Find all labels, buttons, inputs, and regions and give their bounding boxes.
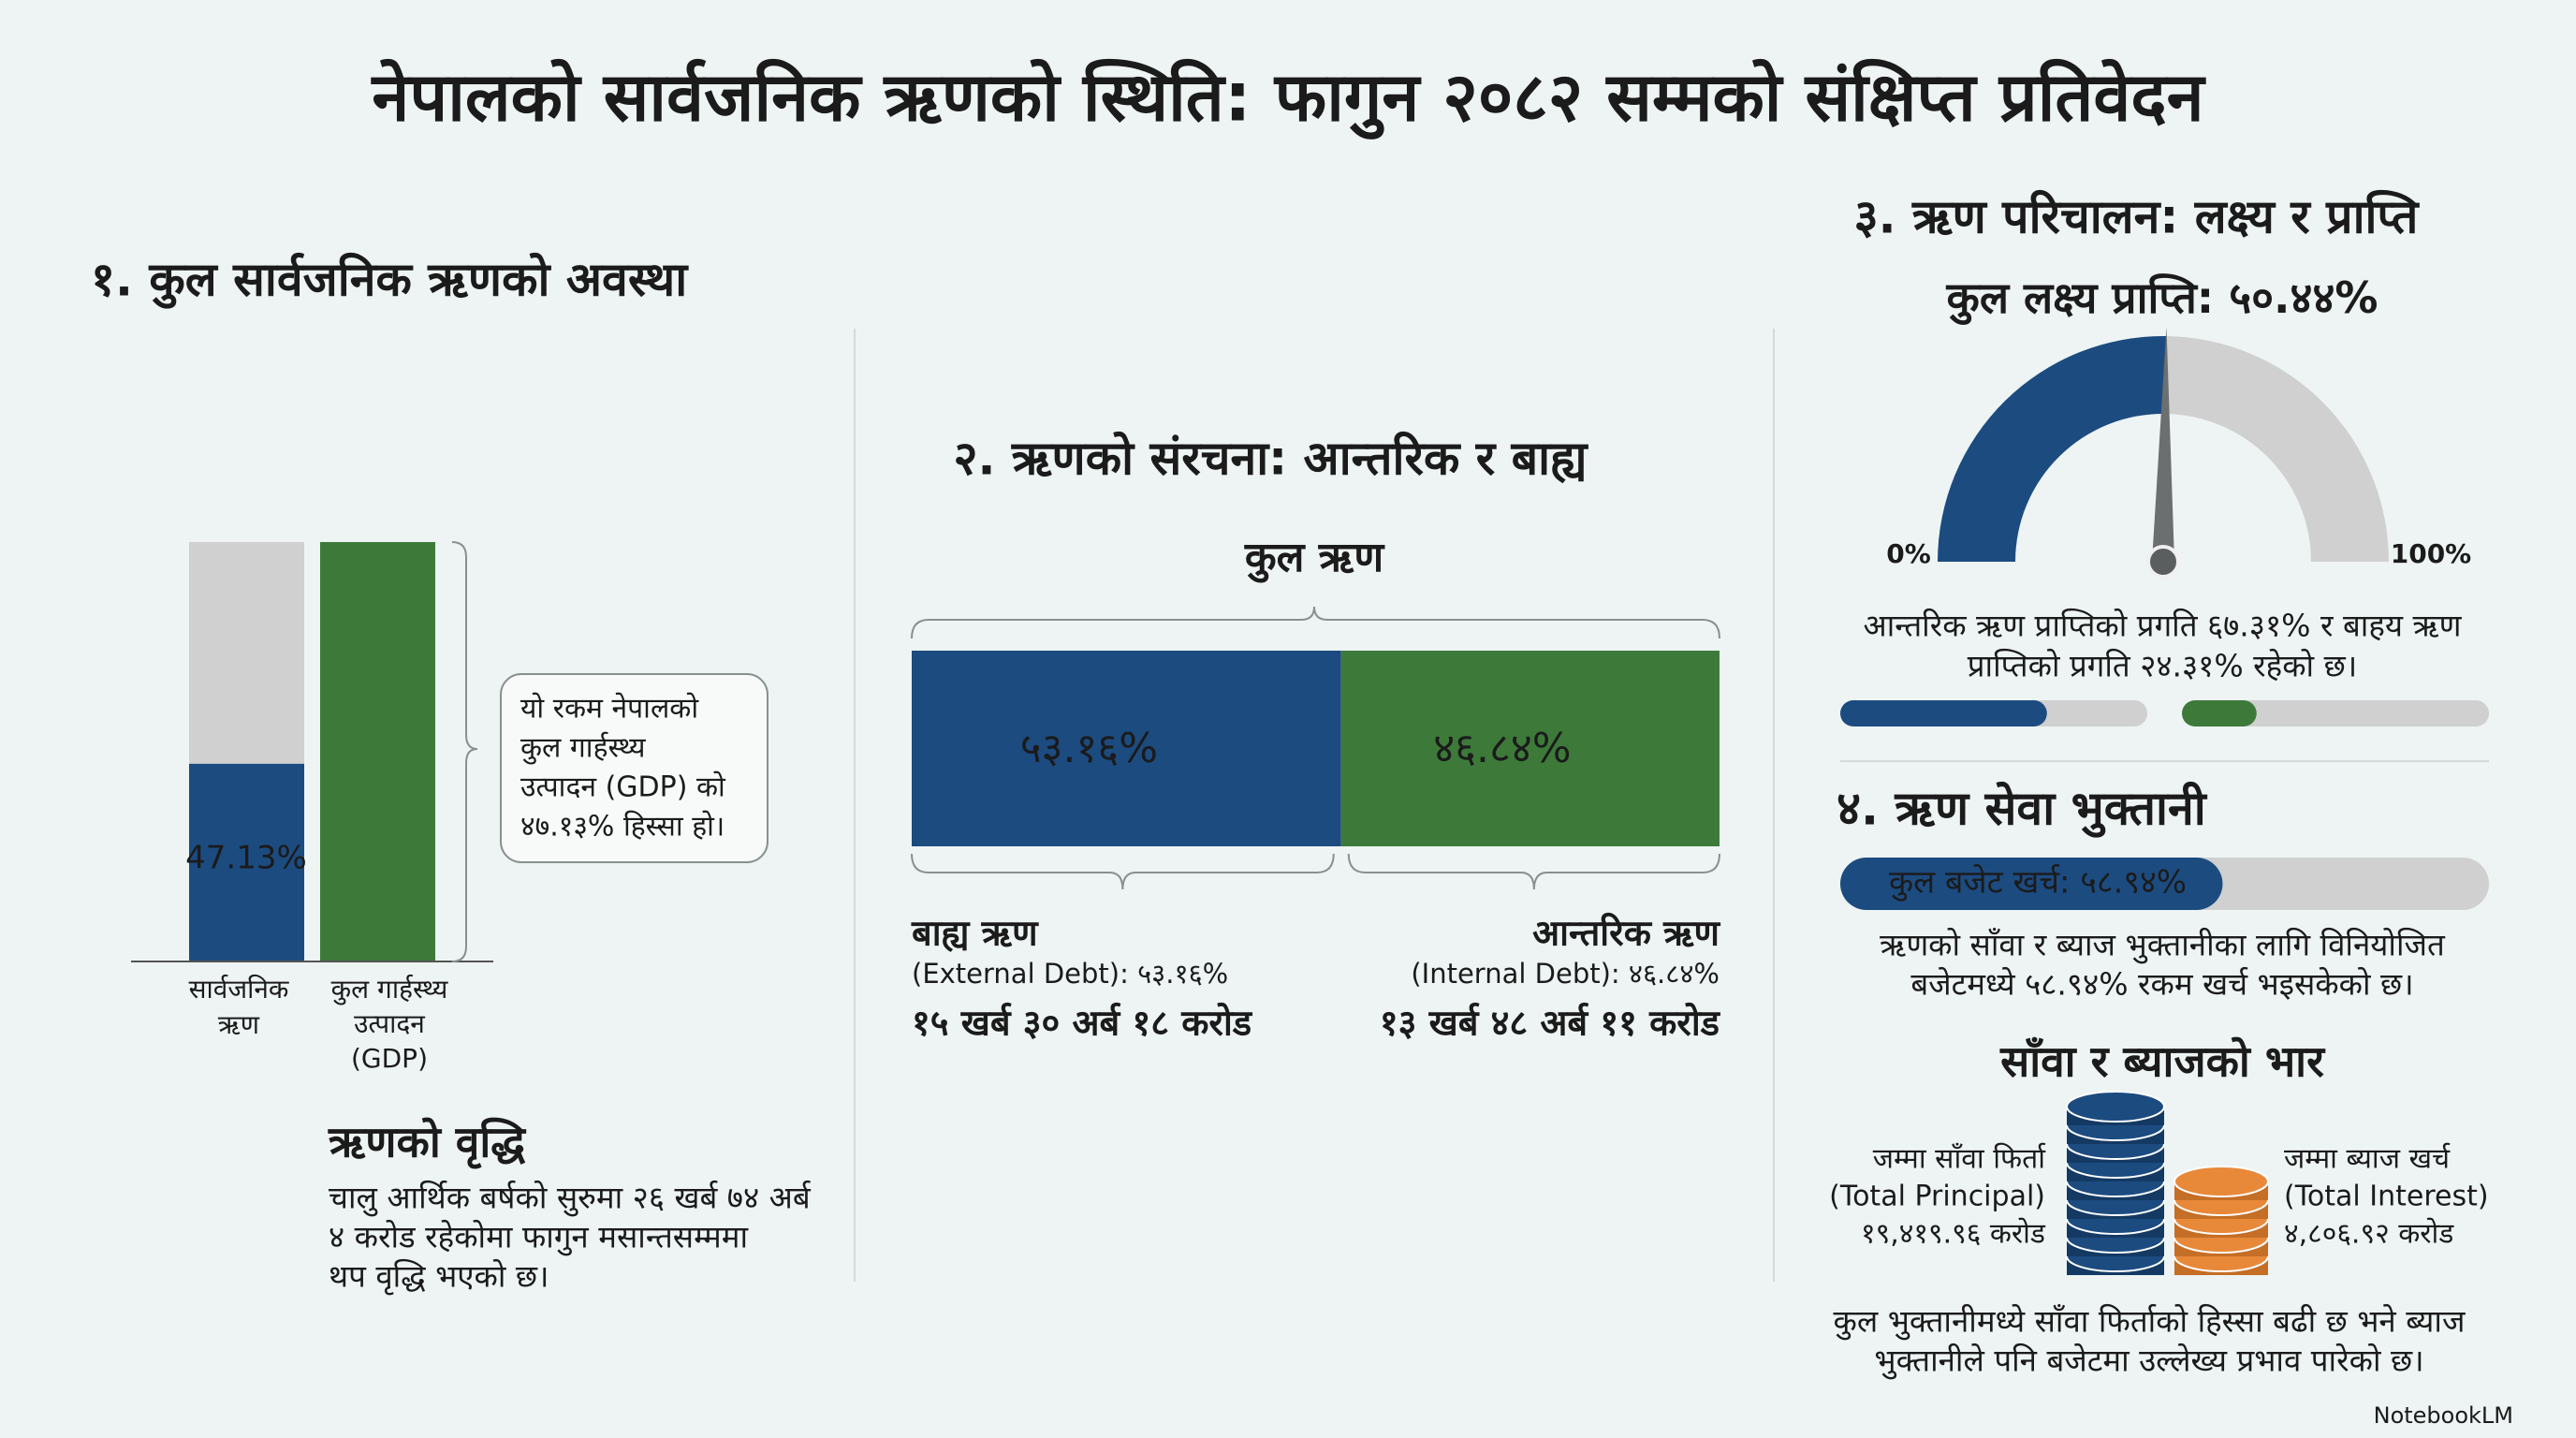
callout-box xyxy=(500,673,768,863)
gauge-value-label: ५०.४४% xyxy=(2229,272,2378,323)
section-heading: ३. ऋण परिचालन: लक्ष्य र प्राप्ति xyxy=(1854,190,2420,244)
gauge-fill xyxy=(1938,336,2167,562)
brand: NotebookLM xyxy=(2374,1402,2513,1429)
stacked-bar-segment xyxy=(912,651,1341,846)
subheading: ऋणको वृद्धि xyxy=(328,1117,526,1170)
paragraph: चालु आर्थिक बर्षको सुरुमा २६ खर्ब ७४ अर्… xyxy=(329,1180,812,1217)
gdp-bar xyxy=(320,542,435,961)
callout-text: कुल गार्हस्थ्य xyxy=(520,732,646,766)
principal-text: जम्मा साँवा फिर्ता xyxy=(1873,1143,2047,1176)
gauge-track xyxy=(2165,336,2389,562)
section-heading: ४. ऋण सेवा भुक्तानी xyxy=(1837,782,2208,839)
note: बजेटमध्ये ५८.९४% रकम खर्च भइसकेको छ। xyxy=(1910,966,2413,1003)
title: नेपालको सार्वजनिक ऋणको स्थिति: फागुन २०८… xyxy=(370,58,2206,140)
brace xyxy=(911,853,1335,890)
bar-label: सार्वजनिक xyxy=(189,974,289,1005)
coin xyxy=(2066,1091,2165,1123)
progress-fill xyxy=(1840,700,2047,726)
brace xyxy=(1347,853,1720,890)
budget-label: कुल बजेट खर्च: ५८.९४% xyxy=(1889,864,2187,902)
bracket xyxy=(451,541,478,962)
callout-text: उत्पादन (GDP) को xyxy=(520,771,726,804)
segment-detail: (Internal Debt): ४६.८४% xyxy=(1411,958,1720,990)
section-heading: १. कुल सार्वजनिक ऋणको अवस्था xyxy=(91,253,689,310)
callout-text: ४७.१३% हिस्सा हो। xyxy=(520,811,724,844)
progress-fill xyxy=(2182,700,2257,726)
segment-name: आन्तरिक ऋण xyxy=(1532,913,1720,954)
gauge-hub xyxy=(2146,545,2180,579)
gauge-min-label: 0% xyxy=(1886,538,1931,569)
footer-text: कुल भुक्तानीमध्ये साँवा फिर्ताको हिस्सा … xyxy=(1834,1303,2466,1341)
coin xyxy=(2174,1166,2269,1197)
segment-name: बाह्य ऋण xyxy=(911,913,1039,954)
section-heading: २. ऋणको संरचना: आन्तरिक र बाह्य xyxy=(954,432,1589,486)
bar-value-label: 47.13% xyxy=(185,840,307,877)
total-label: कुल ऋण xyxy=(1244,534,1385,583)
paragraph: ४ करोड रहेकोमा फागुन मसान्तसम्ममा xyxy=(329,1219,749,1256)
gauge-needle xyxy=(2152,327,2174,563)
brace xyxy=(911,606,1720,639)
bar-label: कुल गार्हस्थ्य xyxy=(331,974,448,1005)
bar-label: ऋण xyxy=(218,1009,260,1040)
note: प्राप्तिको प्रगति २४.३१% रहेको छ। xyxy=(1968,648,2357,684)
budget-fill xyxy=(1840,858,2223,910)
bar-label: उत्पादन xyxy=(354,1008,425,1039)
interest-text: जम्मा ब्याज खर्च xyxy=(2284,1143,2451,1176)
note: आन्तरिक ऋण प्राप्तिको प्रगति ६७.३१% र बा… xyxy=(1863,608,2462,644)
interest-text: (Total Interest) xyxy=(2284,1181,2489,1213)
gauge-title: कुल लक्ष्य प्राप्ति: ५०.४४% xyxy=(1946,272,2378,326)
footer-text: भुक्तानीले पनि बजेटमा उल्लेख्य प्रभाव पा… xyxy=(1874,1343,2423,1380)
segment-label: ५३.१६% xyxy=(1020,725,1158,772)
callout-text: यो रकम नेपालको xyxy=(520,693,699,726)
note: ऋणको साँवा र ब्याज भुक्तानीका लागि विनिय… xyxy=(1880,927,2446,964)
gauge-title-text: कुल लक्ष्य प्राप्ति: xyxy=(1946,272,2215,326)
bar xyxy=(189,763,304,961)
paragraph: थप वृद्धि भएको छ। xyxy=(329,1258,549,1296)
segment-amount: १५ खर्ब ३० अर्ब १८ करोड xyxy=(912,1003,1253,1044)
bar-label: (GDP) xyxy=(351,1043,428,1074)
segment-label: ४६.८४% xyxy=(1433,725,1571,772)
interest-text: ४,८०६.९२ करोड xyxy=(2284,1218,2454,1251)
gauge-max-label: 100% xyxy=(2391,538,2472,569)
progress-track xyxy=(2182,700,2489,726)
principal-text: १९,४१९.९६ करोड xyxy=(1861,1218,2046,1251)
subheading: साँवा र ब्याजको भार xyxy=(1999,1036,2326,1087)
segment-detail: (External Debt): ५३.१६% xyxy=(912,958,1228,990)
principal-text: (Total Principal) xyxy=(1829,1181,2045,1213)
segment-amount: १३ खर्ब ४८ अर्ब ११ करोड xyxy=(1380,1003,1721,1044)
stacked-bar-segment xyxy=(1340,651,1720,846)
